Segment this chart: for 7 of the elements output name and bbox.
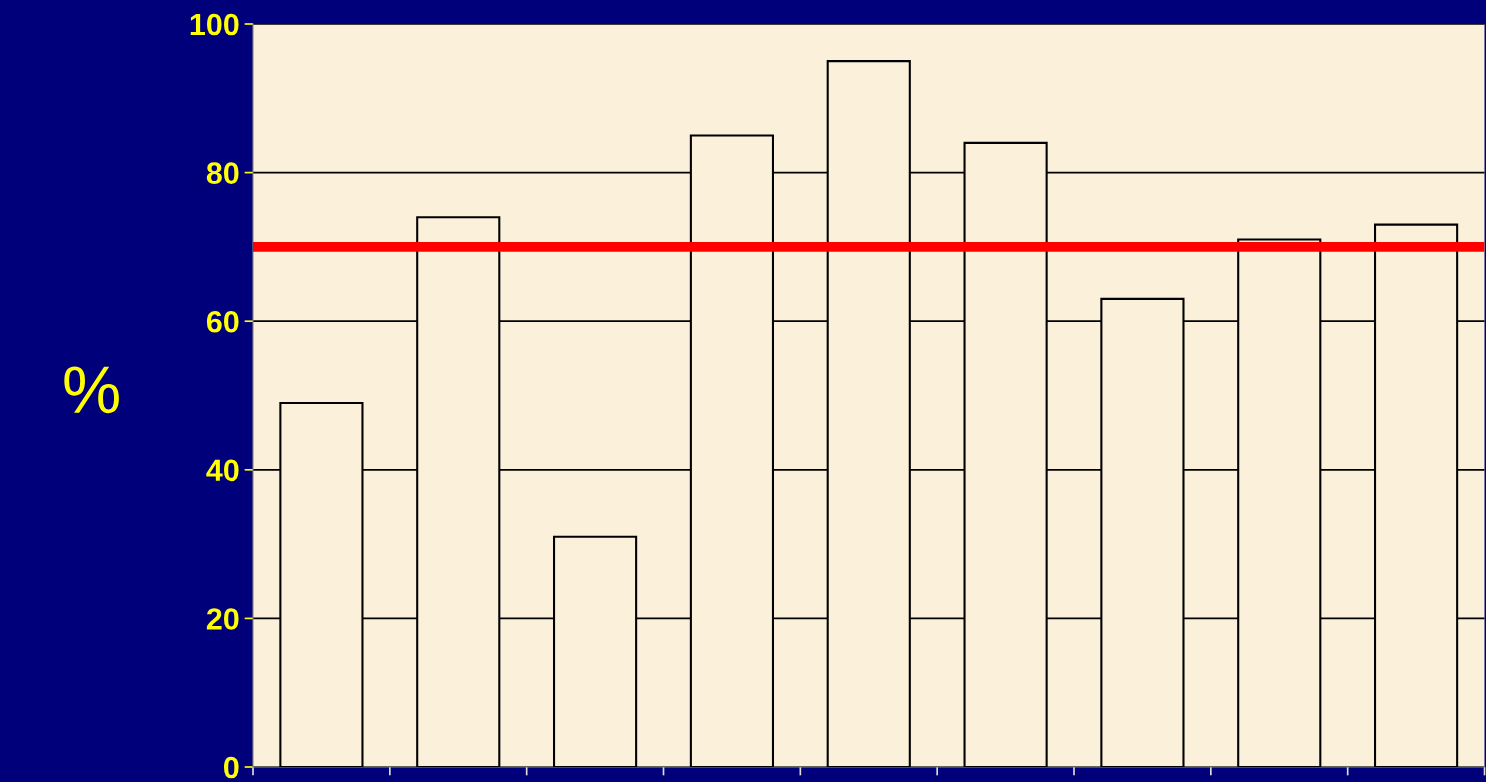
y-axis-title: %	[64, 366, 119, 414]
y-tick-label: 20	[206, 608, 239, 630]
y-tick-label: 80	[206, 162, 239, 184]
y-tick-label: 100	[190, 13, 239, 36]
y-tick-label: 40	[206, 459, 239, 482]
y-tick-label: 60	[206, 310, 239, 333]
y-tick-label: 0	[224, 756, 239, 779]
